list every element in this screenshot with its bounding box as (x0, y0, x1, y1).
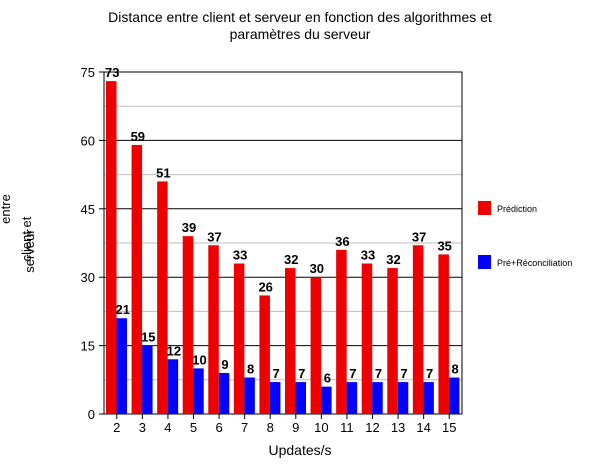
bar (336, 249, 347, 414)
x-tick-label: 6 (215, 420, 222, 435)
data-label: 51 (156, 165, 170, 180)
bar (157, 181, 168, 414)
legend-swatch (478, 201, 491, 215)
data-label: 9 (221, 357, 228, 372)
data-label: 73 (105, 65, 119, 80)
bar (167, 359, 179, 414)
x-tick-label: 13 (391, 420, 405, 435)
bar (310, 277, 322, 414)
bar (116, 318, 127, 414)
data-label: 59 (131, 129, 145, 144)
y-tick-label: 30 (81, 270, 95, 285)
x-tick-label: 8 (267, 420, 274, 435)
legend-label: Prédiction (497, 204, 537, 214)
data-label: 6 (324, 371, 331, 386)
y-axis-title-line: Distance (0, 156, 2, 207)
x-axis-title: Updates/s (268, 442, 331, 458)
data-label: 21 (116, 302, 130, 317)
bar (412, 245, 424, 414)
data-label: 37 (207, 229, 221, 244)
x-tick-label: 3 (139, 420, 146, 435)
bar (244, 377, 255, 414)
legend-label: Pré+Réconciliation (497, 258, 572, 268)
chart-title-line: paramètres du serveur (230, 26, 371, 42)
data-label: 7 (400, 366, 407, 381)
legend-swatch (478, 255, 491, 269)
x-tick-label: 14 (416, 420, 430, 435)
y-tick-label: 15 (81, 339, 95, 354)
data-label: 7 (273, 366, 280, 381)
data-label: 7 (298, 366, 305, 381)
bar (321, 386, 332, 414)
bar (106, 81, 117, 415)
bar (295, 382, 306, 414)
x-tick-label: 2 (113, 420, 120, 435)
data-label: 32 (284, 252, 298, 267)
bar (397, 382, 409, 414)
data-label: 7 (426, 366, 433, 381)
bar (131, 144, 143, 414)
chart-title-line: Distance entre client et serveur en fonc… (108, 9, 492, 25)
data-label: 37 (412, 229, 426, 244)
y-tick-label: 0 (88, 407, 95, 422)
data-label: 7 (375, 366, 382, 381)
y-axis-title-line: entre (0, 194, 13, 224)
bar (387, 268, 398, 414)
data-label: 32 (386, 252, 400, 267)
data-label: 36 (335, 234, 349, 249)
data-label: 12 (167, 343, 181, 358)
data-label: 39 (182, 220, 196, 235)
data-label: 33 (233, 248, 247, 263)
y-axis-title-line: serveur (22, 229, 37, 273)
data-label: 26 (258, 279, 272, 294)
bar (269, 382, 281, 414)
bar (233, 263, 245, 414)
bar (142, 345, 153, 414)
data-label: 10 (192, 352, 206, 367)
bar (285, 268, 296, 414)
x-tick-label: 12 (365, 420, 379, 435)
x-tick-label: 9 (292, 420, 299, 435)
x-tick-label: 10 (314, 420, 328, 435)
x-tick-label: 5 (190, 420, 197, 435)
bar (423, 382, 434, 414)
data-label: 8 (452, 362, 459, 377)
bar (208, 245, 219, 414)
bar (182, 236, 194, 414)
x-tick-label: 11 (340, 420, 354, 435)
data-label: 35 (437, 238, 451, 253)
bar (448, 377, 460, 414)
y-tick-label: 45 (81, 202, 95, 217)
data-label: 7 (349, 366, 356, 381)
x-tick-label: 4 (164, 420, 171, 435)
x-tick-label: 15 (442, 420, 456, 435)
y-tick-label: 60 (81, 133, 95, 148)
y-axis-title-line: client et (19, 216, 34, 261)
plot-border (103, 71, 463, 415)
bar (193, 368, 204, 414)
bar (372, 382, 383, 414)
bar (218, 372, 230, 414)
y-tick-label: 75 (81, 65, 95, 80)
bar (259, 295, 270, 414)
x-tick-label: 7 (241, 420, 248, 435)
data-label: 30 (310, 261, 324, 276)
data-label: 33 (361, 248, 375, 263)
bar (438, 254, 449, 414)
data-label: 15 (141, 330, 155, 345)
data-label: 8 (247, 362, 254, 377)
bar (346, 382, 358, 414)
bar (361, 263, 373, 414)
